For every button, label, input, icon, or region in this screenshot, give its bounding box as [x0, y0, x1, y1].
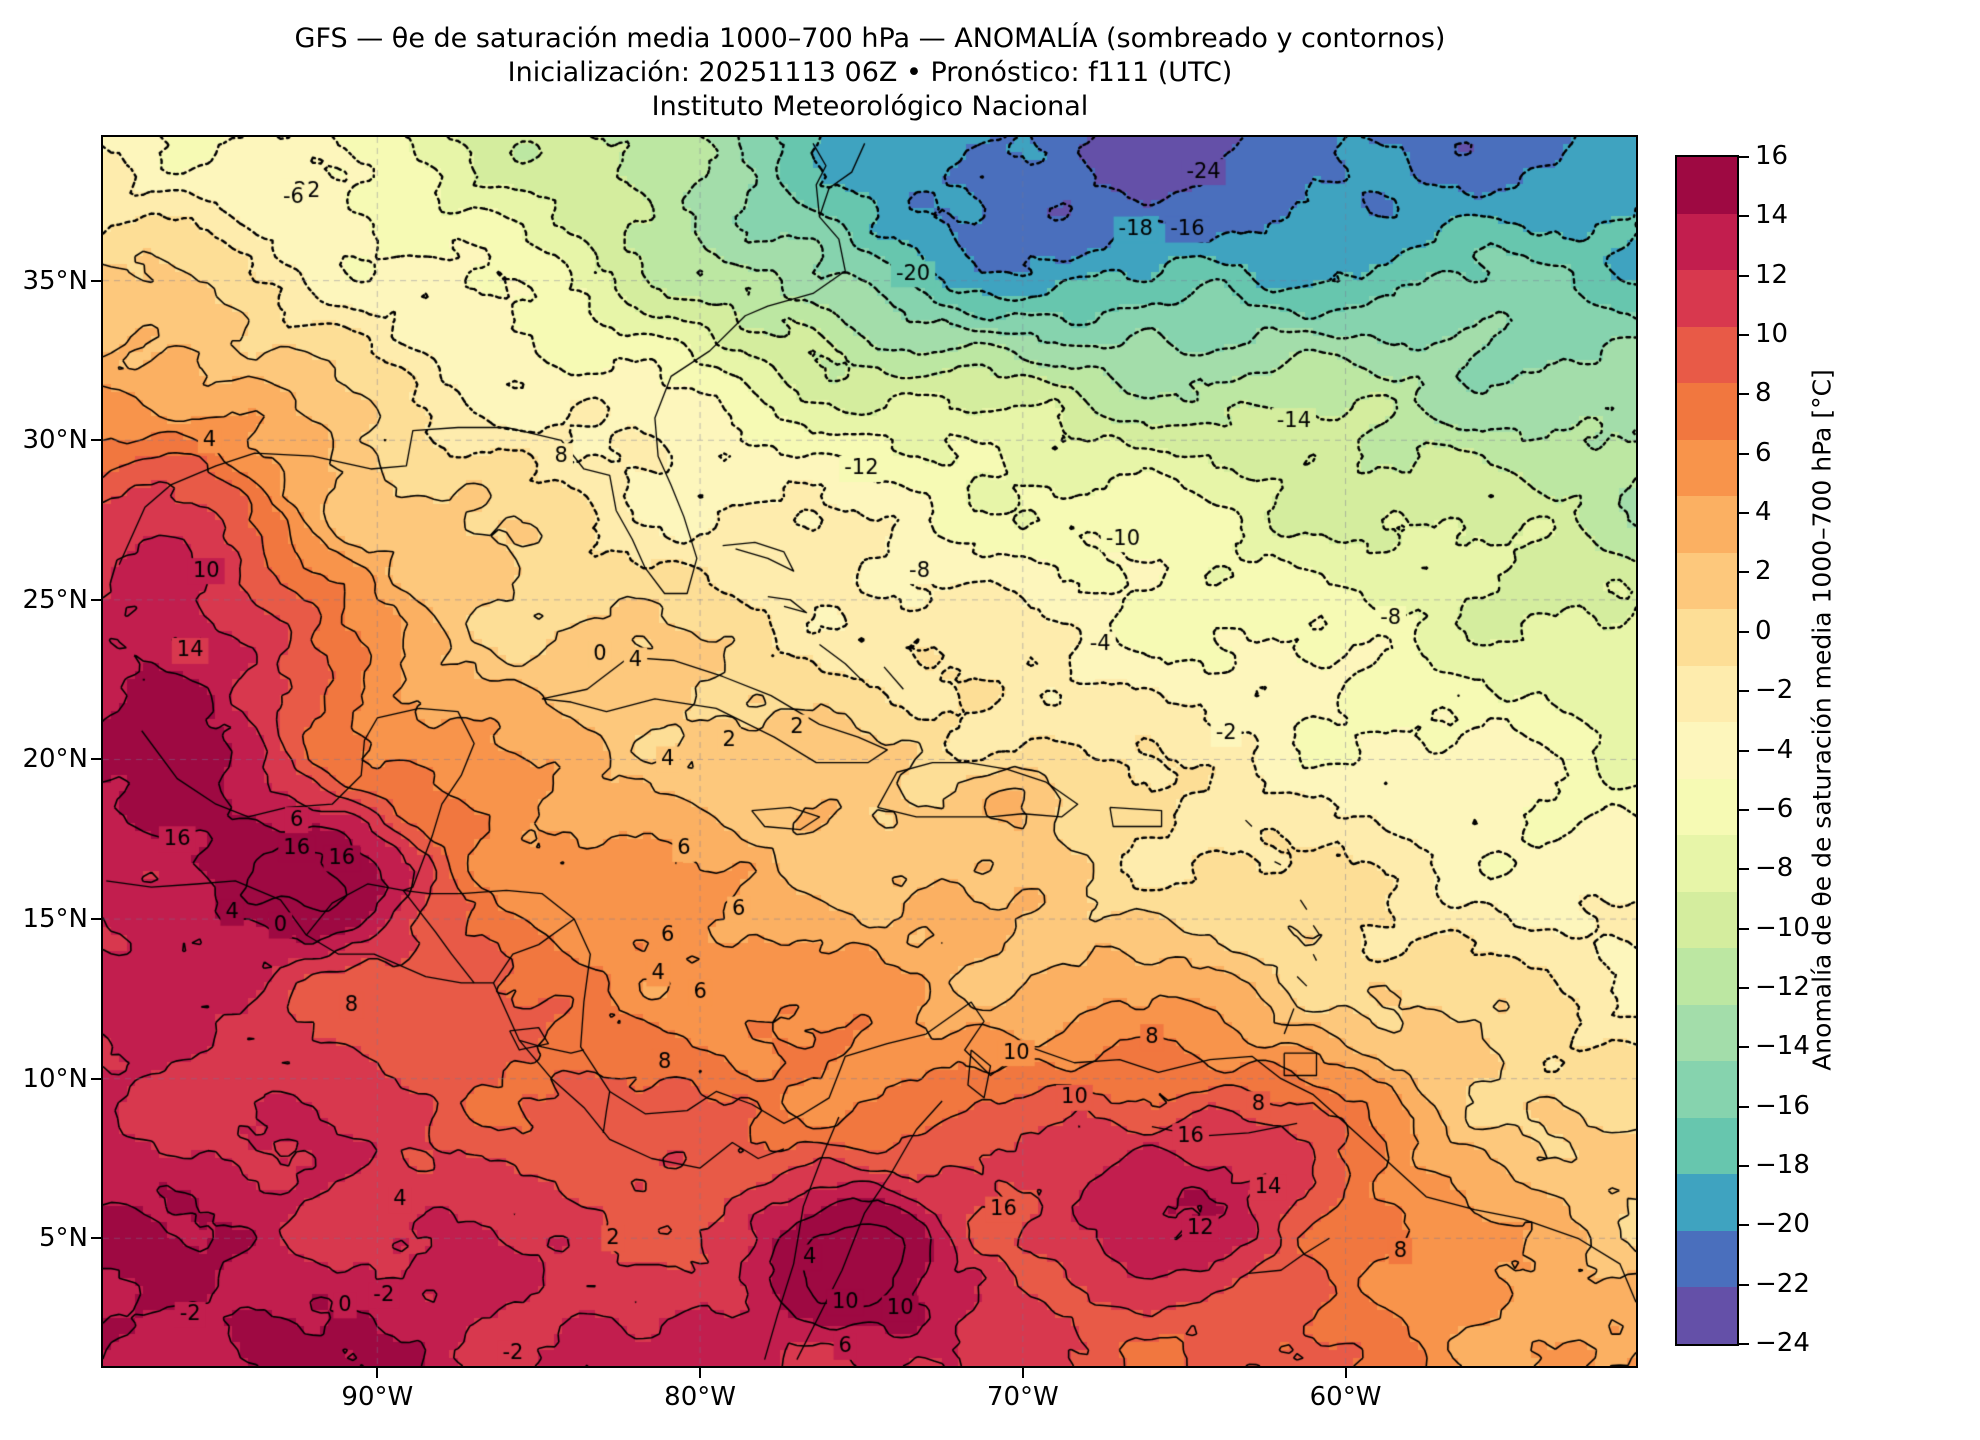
colorbar-tick-mark	[1739, 630, 1749, 633]
colorbar-segment	[1677, 552, 1737, 610]
colorbar-tick-label: −22	[1755, 1268, 1810, 1299]
colorbar-tick-mark	[1739, 1343, 1749, 1345]
latitude-tick-mark	[91, 918, 101, 921]
colorbar-tick-label: −4	[1755, 734, 1794, 765]
latitude-tick-mark	[91, 758, 101, 761]
longitude-tick-mark	[1344, 1368, 1347, 1378]
colorbar-segment	[1677, 665, 1737, 723]
colorbar-segment	[1677, 326, 1737, 384]
colorbar-segment	[1677, 1287, 1737, 1344]
colorbar-segment	[1677, 948, 1737, 1005]
colorbar-tick-label: −18	[1755, 1149, 1810, 1180]
colorbar-tick-label: 2	[1755, 556, 1772, 587]
longitude-tick-mark	[376, 1368, 379, 1378]
map-plot-area	[101, 135, 1638, 1368]
latitude-tick-label: 15°N	[22, 904, 88, 935]
colorbar-ticks: 16 14 12 10 8 6 4 2 0 −2 −4 −6 −8 −10 −12 −14 −16 −18 −20 −…	[1739, 141, 1879, 1358]
latitude-tick-label: 35°N	[22, 265, 88, 296]
longitude-tick-label: 90°W	[341, 1382, 414, 1412]
colorbar-segment	[1677, 213, 1737, 271]
colorbar-tick-mark	[1739, 156, 1749, 158]
colorbar-tick-label: 8	[1755, 378, 1772, 409]
colorbar-tick-label: 14	[1755, 200, 1789, 231]
longitude-tick-mark	[1021, 1368, 1024, 1378]
colorbar-tick-mark	[1739, 334, 1749, 337]
colorbar-tick-mark	[1739, 1283, 1749, 1286]
colorbar-segment	[1677, 157, 1737, 214]
longitude-tick-mark	[699, 1368, 702, 1378]
colorbar-tick-label: −6	[1755, 793, 1794, 824]
latitude-tick-mark	[91, 279, 101, 282]
title-line-3: Instituto Meteorológico Nacional	[651, 91, 1089, 122]
longitude-tick-label: 80°W	[664, 1382, 736, 1412]
latitude-tick-mark	[91, 598, 101, 601]
colorbar-label-text: Anomalía de θe de saturación media 1000–…	[1807, 369, 1837, 1071]
latitude-tick-label: 20°N	[22, 744, 88, 775]
figure-title-block: GFS — θe de saturación media 1000–700 hP…	[0, 22, 1740, 124]
colorbar-tick-mark	[1739, 1105, 1749, 1108]
colorbar-tick-mark	[1739, 1046, 1749, 1049]
latitude-tick-label: 10°N	[22, 1063, 88, 1094]
colorbar-segment	[1677, 1230, 1737, 1288]
title-line-1: GFS — θe de saturación media 1000–700 hP…	[294, 23, 1446, 54]
colorbar-tick-label: −8	[1755, 853, 1794, 884]
colorbar-segment	[1677, 496, 1737, 553]
colorbar-tick-mark	[1739, 1164, 1749, 1167]
latitude-tick-mark	[91, 1237, 101, 1240]
colorbar-tick-mark	[1739, 274, 1749, 277]
colorbar-tick-label: −24	[1755, 1328, 1810, 1358]
colorbar-tick-mark	[1739, 927, 1749, 930]
colorbar-tick-label: 12	[1755, 259, 1789, 290]
colorbar-tick-mark	[1739, 215, 1749, 218]
colorbar-segment	[1677, 722, 1737, 779]
colorbar-tick-mark	[1739, 393, 1749, 396]
colorbar-segment	[1677, 891, 1737, 949]
latitude-tick-mark	[91, 1077, 101, 1080]
colorbar-tick-mark	[1739, 986, 1749, 989]
longitude-tick-label: 60°W	[1309, 1382, 1382, 1412]
colorbar-segment	[1677, 1004, 1737, 1062]
colorbar-tick-label: 0	[1755, 615, 1772, 646]
colorbar-tick-mark	[1739, 452, 1749, 455]
colorbar-tick-mark	[1739, 749, 1749, 752]
title-line-2: Inicialización: 20251113 06Z • Pronóstic…	[507, 57, 1233, 88]
colorbar-tick-mark	[1739, 571, 1749, 574]
colorbar-tick-label: −16	[1755, 1090, 1810, 1121]
colorbar-tick-label: −10	[1755, 912, 1810, 943]
latitude-tick-label: 25°N	[22, 584, 88, 615]
latitude-tick-label: 5°N	[39, 1223, 88, 1254]
colorbar-tick-mark	[1739, 808, 1749, 811]
colorbar-tick-mark	[1739, 1224, 1749, 1227]
colorbar-segment	[1677, 1117, 1737, 1175]
colorbar-segment	[1677, 1174, 1737, 1231]
colorbar-tick-label: −20	[1755, 1209, 1810, 1240]
colorbar-tick-mark	[1739, 512, 1749, 515]
colorbar-tick-label: −14	[1755, 1031, 1810, 1062]
colorbar-tick-label: 6	[1755, 437, 1772, 468]
colorbar-segment	[1677, 270, 1737, 327]
colorbar-tick-label: 16	[1755, 141, 1789, 171]
contour-map-canvas	[103, 137, 1636, 1366]
colorbar-tick-label: −12	[1755, 971, 1810, 1002]
colorbar-segment	[1677, 609, 1737, 666]
colorbar-tick-mark	[1739, 868, 1749, 871]
colorbar-axis-label: Anomalía de θe de saturación media 1000–…	[1802, 0, 1842, 1440]
latitude-tick-label: 30°N	[22, 425, 88, 456]
colorbar-tick-label: −2	[1755, 675, 1794, 706]
colorbar-segment	[1677, 835, 1737, 892]
colorbar-segment	[1677, 439, 1737, 497]
colorbar	[1675, 155, 1739, 1346]
colorbar-segment	[1677, 383, 1737, 440]
longitude-tick-label: 70°W	[986, 1382, 1059, 1412]
colorbar-segment	[1677, 1061, 1737, 1118]
colorbar-segment	[1677, 778, 1737, 836]
colorbar-tick-mark	[1739, 690, 1749, 693]
colorbar-tick-label: 4	[1755, 497, 1772, 528]
latitude-tick-mark	[91, 439, 101, 442]
colorbar-tick-label: 10	[1755, 319, 1789, 350]
